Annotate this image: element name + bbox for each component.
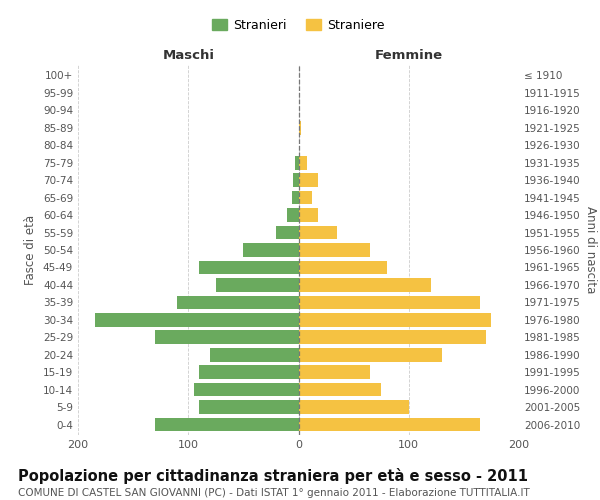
Bar: [177, 296, 299, 309]
Bar: [299, 400, 409, 414]
Text: COMUNE DI CASTEL SAN GIOVANNI (PC) - Dati ISTAT 1° gennaio 2011 - Elaborazione T: COMUNE DI CASTEL SAN GIOVANNI (PC) - Dat…: [18, 488, 530, 498]
Bar: [299, 330, 486, 344]
Text: Femmine: Femmine: [374, 48, 443, 62]
Bar: [299, 296, 481, 309]
Bar: [299, 121, 301, 134]
Bar: [292, 191, 299, 204]
Bar: [299, 418, 481, 432]
Y-axis label: Fasce di età: Fasce di età: [25, 215, 37, 285]
Bar: [216, 278, 299, 291]
Bar: [299, 191, 312, 204]
Legend: Stranieri, Straniere: Stranieri, Straniere: [208, 14, 389, 37]
Bar: [155, 330, 299, 344]
Bar: [199, 400, 299, 414]
Bar: [299, 260, 387, 274]
Bar: [299, 366, 370, 379]
Bar: [299, 174, 319, 187]
Bar: [194, 383, 299, 396]
Bar: [295, 156, 299, 170]
Text: Popolazione per cittadinanza straniera per età e sesso - 2011: Popolazione per cittadinanza straniera p…: [18, 468, 528, 483]
Bar: [211, 348, 299, 362]
Bar: [299, 243, 370, 257]
Bar: [244, 243, 299, 257]
Bar: [299, 278, 431, 291]
Bar: [199, 260, 299, 274]
Bar: [287, 208, 299, 222]
Bar: [299, 156, 307, 170]
Bar: [299, 348, 442, 362]
Bar: [299, 226, 337, 239]
Bar: [299, 208, 319, 222]
Bar: [95, 313, 299, 326]
Y-axis label: Anni di nascita: Anni di nascita: [584, 206, 597, 294]
Bar: [155, 418, 299, 432]
Bar: [277, 226, 299, 239]
Bar: [199, 366, 299, 379]
Bar: [299, 383, 381, 396]
Text: Maschi: Maschi: [162, 48, 214, 62]
Bar: [299, 313, 491, 326]
Bar: [293, 174, 299, 187]
